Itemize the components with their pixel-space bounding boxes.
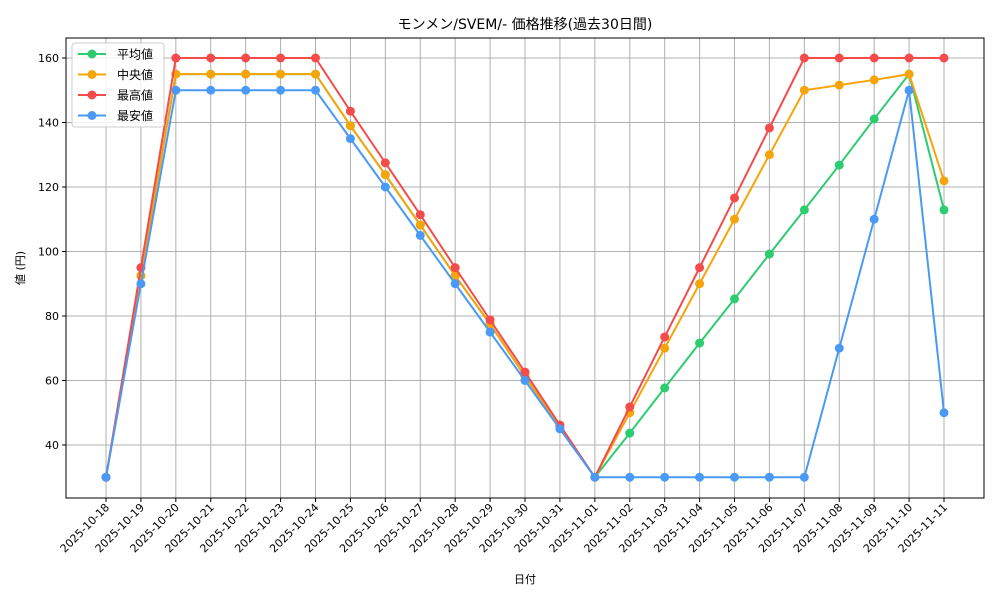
legend-marker — [87, 90, 97, 100]
data-point — [834, 80, 844, 90]
data-point — [171, 53, 181, 63]
data-point — [764, 472, 774, 482]
data-point — [171, 85, 181, 95]
data-point — [834, 53, 844, 63]
data-point — [695, 263, 705, 273]
data-point — [345, 106, 355, 116]
data-point — [345, 121, 355, 131]
data-point — [380, 170, 390, 180]
data-point — [380, 182, 390, 192]
data-point — [730, 294, 739, 304]
data-point — [311, 85, 320, 95]
data-series — [101, 53, 949, 482]
legend-marker — [87, 111, 97, 120]
data-point — [764, 123, 774, 133]
data-point — [730, 193, 739, 203]
data-point — [276, 53, 286, 63]
y-tick-label: 80 — [45, 310, 59, 323]
data-point — [450, 271, 460, 281]
data-point — [764, 150, 774, 160]
legend-label: 最高値 — [117, 88, 153, 103]
data-point — [241, 85, 251, 95]
data-point — [695, 472, 705, 482]
data-point — [799, 85, 809, 95]
data-point — [520, 367, 530, 377]
data-point — [660, 332, 670, 342]
y-axis-label: 値 (円) — [14, 251, 27, 285]
data-point — [730, 472, 739, 482]
legend-marker — [87, 49, 97, 59]
data-point — [625, 428, 635, 438]
data-point — [764, 249, 774, 259]
data-point — [276, 85, 286, 95]
y-tick-label: 140 — [38, 117, 59, 130]
y-tick-label: 160 — [38, 52, 59, 65]
data-point — [380, 158, 390, 168]
y-axis-ticks: 40 60 80 100 120 140 160 — [38, 52, 66, 452]
data-point — [904, 85, 914, 95]
data-point — [415, 220, 425, 230]
data-point — [834, 160, 844, 170]
data-point — [939, 176, 949, 186]
data-point — [206, 53, 216, 63]
data-point — [520, 376, 530, 385]
data-point — [450, 279, 460, 289]
data-point — [695, 338, 705, 348]
legend-marker — [87, 70, 97, 79]
data-point — [869, 53, 879, 63]
data-point — [799, 205, 809, 215]
data-point — [101, 472, 111, 482]
legend-label: 中央値 — [117, 67, 153, 82]
x-axis-label: 日付 — [514, 573, 536, 586]
chart-title: モンメン/SVEM/- 価格推移(過去30日間) — [398, 17, 653, 33]
data-point — [660, 383, 670, 393]
series-2 — [101, 53, 949, 482]
data-point — [730, 214, 739, 224]
data-point — [485, 327, 495, 337]
data-point — [869, 214, 879, 224]
data-point — [241, 69, 251, 79]
y-tick-label: 100 — [38, 246, 59, 259]
data-point — [241, 53, 251, 63]
data-point — [485, 315, 495, 325]
data-point — [834, 343, 844, 353]
data-point — [869, 114, 879, 124]
data-point — [555, 424, 565, 434]
data-point — [904, 53, 914, 63]
data-point — [415, 210, 425, 220]
data-point — [625, 402, 635, 412]
data-point — [904, 69, 914, 79]
y-tick-label: 120 — [38, 181, 59, 194]
series-3 — [101, 85, 949, 482]
data-point — [660, 343, 670, 353]
data-point — [695, 279, 705, 289]
data-point — [415, 230, 425, 240]
data-point — [136, 279, 146, 289]
data-point — [869, 75, 879, 85]
data-point — [206, 85, 216, 95]
data-point — [939, 408, 949, 418]
data-point — [450, 263, 460, 273]
legend-label: 最安値 — [117, 108, 153, 123]
data-point — [660, 472, 670, 482]
data-point — [939, 205, 949, 215]
data-point — [345, 134, 355, 144]
data-point — [311, 53, 320, 63]
data-point — [799, 472, 809, 482]
data-point — [206, 69, 216, 79]
y-tick-label: 40 — [45, 439, 59, 452]
legend-box — [71, 42, 165, 128]
data-point — [799, 53, 809, 63]
data-point — [311, 69, 320, 79]
data-point — [625, 472, 635, 482]
data-point — [276, 69, 286, 79]
y-tick-label: 60 — [45, 375, 59, 388]
data-point — [939, 53, 949, 63]
legend-label: 平均値 — [117, 47, 153, 62]
data-point — [590, 472, 600, 482]
